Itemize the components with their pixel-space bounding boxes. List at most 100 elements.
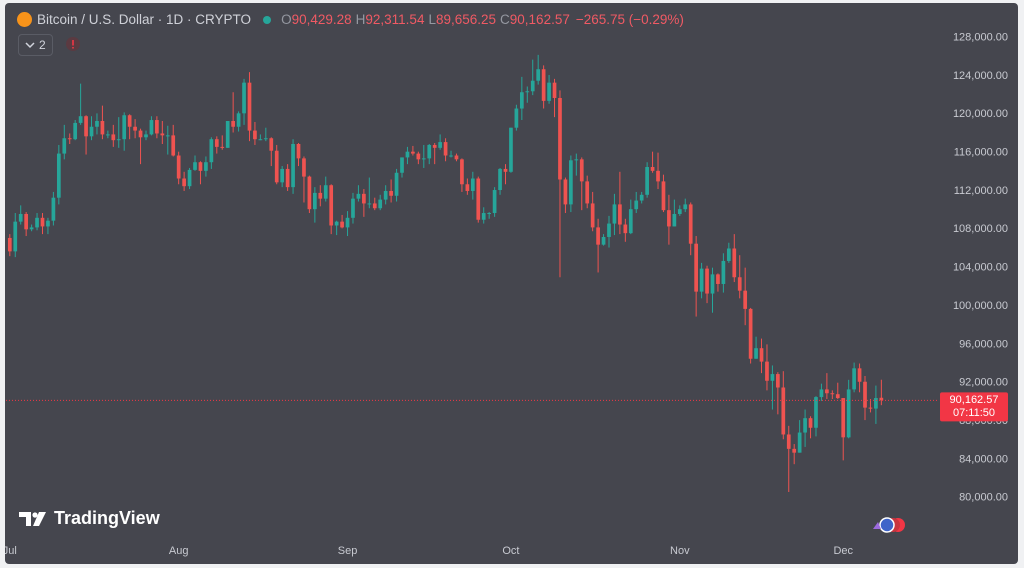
candle-body <box>863 381 867 408</box>
candle-body <box>574 159 579 161</box>
candle-body <box>95 120 99 127</box>
candle-body <box>280 168 285 183</box>
last-price-box <box>940 392 1008 422</box>
x-tick-label: Nov <box>670 545 690 557</box>
candle-body <box>754 348 758 359</box>
candle-body <box>786 434 791 449</box>
candle-body <box>171 135 176 156</box>
candle-body <box>748 308 753 359</box>
candle-body <box>438 142 442 148</box>
candle-body <box>618 204 622 225</box>
candle-body <box>198 162 203 171</box>
price-change: −265.75 (−0.29%) <box>575 12 684 27</box>
candle-body <box>699 268 704 292</box>
candle-body <box>732 248 737 278</box>
candle-body <box>334 221 339 226</box>
candle-body <box>579 159 584 182</box>
candle-body <box>40 217 45 227</box>
candle-body <box>274 150 279 183</box>
candle-body <box>291 144 295 188</box>
candle-body <box>160 133 165 136</box>
candle-body <box>84 116 88 137</box>
candle-body <box>454 155 459 160</box>
candle-body <box>628 209 633 234</box>
candle-body <box>623 224 628 234</box>
candle-body <box>367 203 372 205</box>
y-tick-label: 100,000.00 <box>953 300 1008 312</box>
countdown-label: 07:11:50 <box>953 407 995 419</box>
candle-body <box>67 138 72 140</box>
candle-body <box>765 361 769 381</box>
y-tick-label: 80,000.00 <box>959 492 1008 504</box>
candle-body <box>525 91 530 93</box>
events-icon[interactable] <box>873 517 905 533</box>
candle-body <box>318 192 323 199</box>
x-tick-label: Sep <box>338 545 358 557</box>
candle-body <box>351 198 355 218</box>
candle-body <box>792 448 797 453</box>
watermark-logo <box>19 511 46 526</box>
candle-body <box>13 221 18 252</box>
candle-body <box>487 213 492 215</box>
candle-body <box>111 134 116 141</box>
candle-body <box>868 407 873 409</box>
y-tick-label: 124,000.00 <box>953 70 1008 82</box>
candle-body <box>7 237 12 252</box>
indicators-toggle[interactable]: 2 <box>18 34 53 56</box>
candle-body <box>857 368 862 382</box>
candle-body <box>710 274 715 294</box>
candle-body <box>601 236 606 245</box>
time-axis: Jul Aug Sep Oct Nov Dec <box>5 545 854 557</box>
chart: 80,000.0084,000.0088,000.0092,000.0096,0… <box>5 31 1008 557</box>
chart-panel: 80,000.0084,000.0088,000.0092,000.0096,0… <box>5 3 1018 564</box>
candle-body <box>51 197 56 221</box>
alert-icon[interactable] <box>66 37 80 51</box>
candle-body <box>62 138 67 154</box>
candle-body <box>302 158 306 177</box>
candle-body <box>460 159 464 185</box>
candle-body <box>759 348 764 362</box>
ohlc-value: 90,429.28 <box>291 12 352 27</box>
candle-body <box>263 138 268 140</box>
candle-body <box>236 113 241 127</box>
candle-body <box>667 210 671 227</box>
candle-body <box>89 126 94 137</box>
candle-body <box>269 138 274 151</box>
candle-body <box>814 397 818 428</box>
candle-body <box>552 82 557 98</box>
candle-body <box>743 290 748 309</box>
ohlc-key: O <box>281 12 292 27</box>
y-tick-label: 92,000.00 <box>959 377 1008 389</box>
candle-body <box>585 181 590 204</box>
candle-body <box>100 120 105 135</box>
candle-body <box>569 160 573 205</box>
candle-body <box>541 69 546 101</box>
x-tick-label: Dec <box>833 545 853 557</box>
symbol-icon <box>17 12 32 27</box>
candle-body <box>242 82 246 114</box>
candle-body <box>656 170 660 182</box>
candle-body <box>612 204 617 224</box>
candle-body <box>841 398 846 438</box>
candle-body <box>519 92 524 109</box>
symbol-title[interactable]: Bitcoin / U.S. Dollar · 1D · CRYPTO <box>37 12 252 27</box>
market-status[interactable] <box>263 15 272 24</box>
candle-body <box>411 151 415 154</box>
legend-header: Bitcoin / U.S. Dollar · 1D · CRYPTO O90,… <box>17 12 684 27</box>
candle-body <box>372 203 377 209</box>
candle-body <box>770 374 775 381</box>
candle-body <box>803 418 807 433</box>
candle-body <box>645 167 649 195</box>
candle-body <box>362 193 366 204</box>
candle-body <box>253 130 257 140</box>
watermark[interactable]: TradingView <box>19 508 160 529</box>
chevron <box>25 42 35 49</box>
candle-body <box>187 169 192 187</box>
candle-body <box>340 221 344 228</box>
candle-body <box>416 153 421 160</box>
candle-body <box>56 153 61 198</box>
ohlc-values: O90,429.28 H92,311.54 L89,656.25 C90,162.57 <box>277 12 570 27</box>
candle-body <box>296 144 301 159</box>
candle-body <box>558 97 562 180</box>
candle-body <box>737 277 742 291</box>
